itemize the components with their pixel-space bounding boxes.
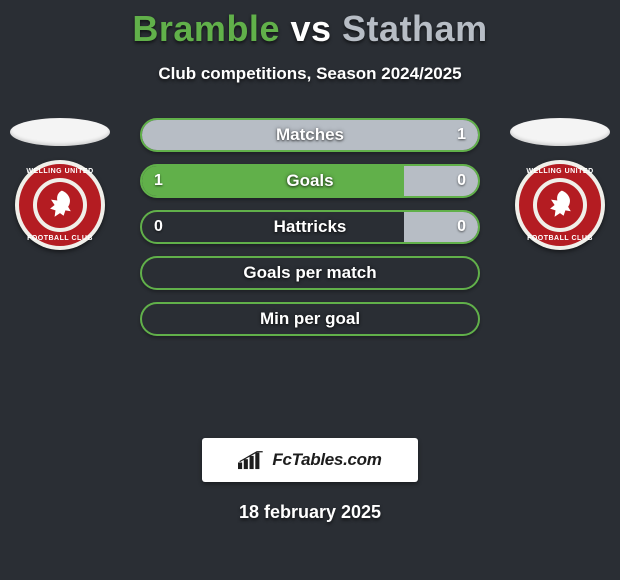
stat-row: 1Matches: [140, 118, 480, 152]
player-right-placeholder: [510, 118, 610, 146]
crest-horse-icon: [37, 182, 83, 228]
bars-icon: [238, 450, 266, 470]
brand-badge: FcTables.com: [202, 438, 418, 482]
stat-label: Matches: [142, 120, 478, 150]
club-crest-left: WELLING UNITED FOOTBALL CLUB: [15, 160, 105, 250]
club-crest-right: WELLING UNITED FOOTBALL CLUB: [515, 160, 605, 250]
stat-row: Min per goal: [140, 302, 480, 336]
crest-top-text: WELLING UNITED: [515, 168, 605, 175]
left-side: WELLING UNITED FOOTBALL CLUB: [0, 118, 120, 250]
comparison-widget: Bramble vs Statham Club competitions, Se…: [0, 0, 620, 523]
player-left-placeholder: [10, 118, 110, 146]
right-side: WELLING UNITED FOOTBALL CLUB: [500, 118, 620, 250]
player-right-name: Statham: [342, 8, 488, 49]
stat-label: Goals: [142, 166, 478, 196]
crest-horse-icon: [537, 182, 583, 228]
stat-row: 00Hattricks: [140, 210, 480, 244]
date-label: 18 february 2025: [0, 502, 620, 523]
stat-label: Goals per match: [142, 258, 478, 288]
crest-bottom-text: FOOTBALL CLUB: [15, 235, 105, 242]
subtitle: Club competitions, Season 2024/2025: [0, 64, 620, 84]
crest-top-text: WELLING UNITED: [15, 168, 105, 175]
crest-bottom-text: FOOTBALL CLUB: [515, 235, 605, 242]
player-left-name: Bramble: [132, 8, 280, 49]
stat-label: Min per goal: [142, 304, 478, 334]
stat-row: Goals per match: [140, 256, 480, 290]
vs-label: vs: [290, 8, 331, 49]
stat-bars: 1Matches 10Goals 00Hattricks Goals per matc…: [140, 118, 480, 348]
page-title: Bramble vs Statham: [0, 0, 620, 50]
brand-text: FcTables.com: [272, 450, 381, 470]
stat-row: 10Goals: [140, 164, 480, 198]
stat-label: Hattricks: [142, 212, 478, 242]
